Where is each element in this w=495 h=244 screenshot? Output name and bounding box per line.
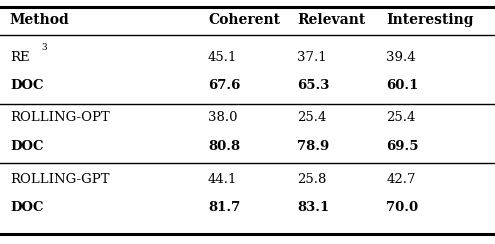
Text: 70.0: 70.0 — [386, 201, 418, 214]
Text: 25.4: 25.4 — [386, 111, 415, 124]
Text: 67.6: 67.6 — [208, 79, 240, 92]
Text: 78.9: 78.9 — [297, 140, 329, 153]
Text: 42.7: 42.7 — [386, 173, 416, 186]
Text: Method: Method — [10, 13, 70, 27]
Text: 44.1: 44.1 — [208, 173, 237, 186]
Text: 25.4: 25.4 — [297, 111, 326, 124]
Text: Interesting: Interesting — [386, 13, 474, 27]
Text: 45.1: 45.1 — [208, 51, 237, 64]
Text: RE: RE — [10, 51, 30, 64]
Text: 37.1: 37.1 — [297, 51, 327, 64]
Text: 60.1: 60.1 — [386, 79, 418, 92]
Text: DOC: DOC — [10, 201, 44, 214]
Text: Coherent: Coherent — [208, 13, 280, 27]
Text: 38.0: 38.0 — [208, 111, 238, 124]
Text: 80.8: 80.8 — [208, 140, 240, 153]
Text: ROLLING-OPT: ROLLING-OPT — [10, 111, 110, 124]
Text: 83.1: 83.1 — [297, 201, 329, 214]
Text: 81.7: 81.7 — [208, 201, 240, 214]
Text: DOC: DOC — [10, 140, 44, 153]
Text: 3: 3 — [41, 43, 47, 52]
Text: 65.3: 65.3 — [297, 79, 329, 92]
Text: 25.8: 25.8 — [297, 173, 326, 186]
Text: ROLLING-GPT: ROLLING-GPT — [10, 173, 109, 186]
Text: 39.4: 39.4 — [386, 51, 416, 64]
Text: 69.5: 69.5 — [386, 140, 419, 153]
Text: DOC: DOC — [10, 79, 44, 92]
Text: Relevant: Relevant — [297, 13, 365, 27]
